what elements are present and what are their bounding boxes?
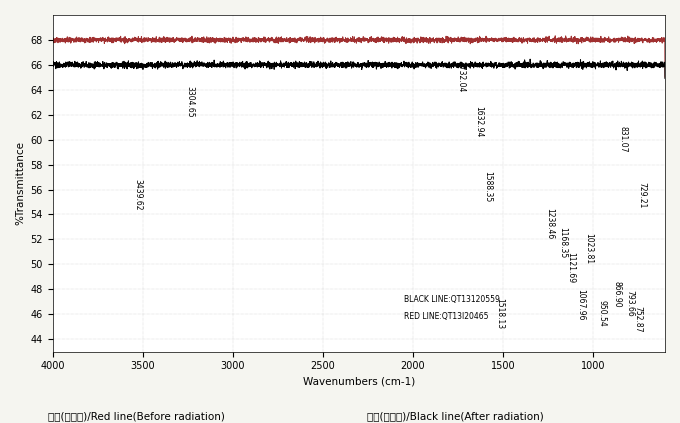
Text: 1168.35: 1168.35 xyxy=(558,227,567,258)
Text: 831.07: 831.07 xyxy=(619,126,628,152)
Text: 1067.96: 1067.96 xyxy=(577,289,585,320)
Text: RED LINE:QT13l20465: RED LINE:QT13l20465 xyxy=(404,312,488,321)
Text: 1588.35: 1588.35 xyxy=(483,171,492,202)
Text: 752.87: 752.87 xyxy=(633,306,642,333)
Text: 1121.69: 1121.69 xyxy=(566,252,576,283)
Text: 950.54: 950.54 xyxy=(598,300,607,327)
Text: 红线(辐照前)/Red line(Before radiation): 红线(辐照前)/Red line(Before radiation) xyxy=(48,411,224,421)
Text: 黑线(辐照后)/Black line(After radiation): 黑线(辐照后)/Black line(After radiation) xyxy=(367,411,544,421)
Text: 793.66: 793.66 xyxy=(626,290,634,317)
Text: BLACK LINE:QT13120559: BLACK LINE:QT13120559 xyxy=(404,296,500,305)
Y-axis label: %Transmittance: %Transmittance xyxy=(15,141,25,225)
Text: 866.90: 866.90 xyxy=(613,281,622,308)
Text: 3304.65: 3304.65 xyxy=(185,85,194,117)
Text: 1518.13: 1518.13 xyxy=(495,298,504,329)
Text: 1023.81: 1023.81 xyxy=(584,233,594,264)
Text: 3439.62: 3439.62 xyxy=(133,179,142,211)
Text: 1732.04: 1732.04 xyxy=(457,61,466,92)
X-axis label: Wavenumbers (cm-1): Wavenumbers (cm-1) xyxy=(303,377,415,387)
Text: 1238.46: 1238.46 xyxy=(545,208,555,239)
Text: 729.21: 729.21 xyxy=(637,182,647,208)
Text: 1632.94: 1632.94 xyxy=(475,106,483,137)
